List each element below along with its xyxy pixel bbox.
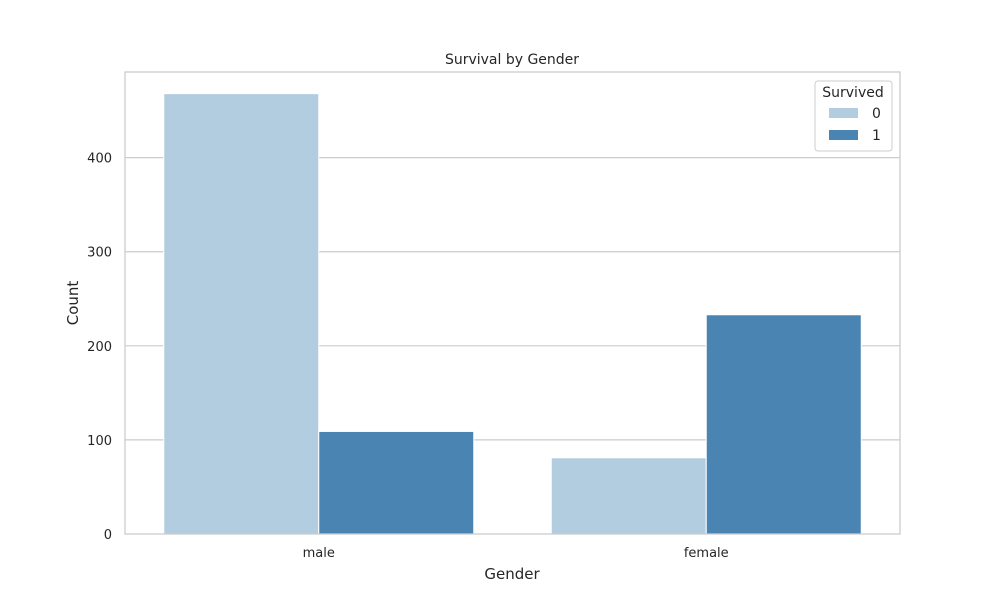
y-axis-label: Count (64, 281, 82, 326)
y-axis-ticks: 0 100 200 300 400 (87, 152, 112, 543)
legend-label: 1 (872, 128, 881, 144)
bar-female-survived-0 (550, 457, 707, 535)
y-tick-label: 300 (87, 246, 112, 261)
y-tick-label: 0 (104, 528, 112, 543)
y-tick-label: 200 (87, 340, 112, 355)
y-tick-label: 400 (87, 152, 112, 167)
bar-female-survived-1 (705, 314, 862, 535)
legend-swatch (829, 108, 858, 118)
x-tick-label: female (684, 546, 729, 561)
legend-title: Survived (822, 85, 883, 101)
x-tick-label: male (303, 546, 335, 561)
bars-layer (163, 93, 862, 535)
legend: Survived 01 (814, 80, 893, 152)
chart-title: Survival by Gender (445, 52, 579, 68)
legend-label: 0 (872, 106, 881, 122)
plot-frame (124, 71, 901, 535)
x-axis-label: Gender (484, 565, 540, 583)
bar-male-survived-0 (163, 93, 320, 535)
bar-male-survived-1 (318, 430, 475, 535)
y-tick-label: 100 (87, 434, 112, 449)
legend-items: 01 (829, 106, 881, 144)
legend-swatch (829, 130, 858, 140)
x-axis-ticks: male female (303, 546, 729, 561)
